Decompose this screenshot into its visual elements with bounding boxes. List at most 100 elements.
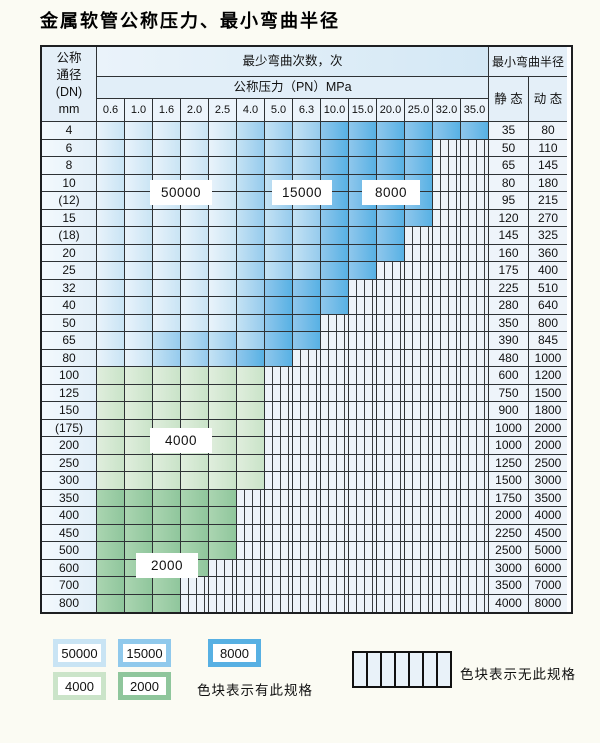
cycle-zone-cell [349, 227, 377, 245]
cycle-zone-cell [377, 209, 405, 227]
no-spec-cell [265, 594, 293, 612]
cycle-zone-cell [321, 244, 349, 262]
cycle-zone-cell [97, 454, 125, 472]
cycle-zone-cell [265, 227, 293, 245]
cycle-zone-cell [97, 367, 125, 385]
cycle-zone-cell [433, 122, 461, 140]
no-spec-cell [321, 594, 349, 612]
cycle-zone-cell [461, 122, 489, 140]
dynamic-radius-value: 270 [529, 209, 567, 227]
dynamic-radius-value: 845 [529, 332, 567, 350]
cycle-zone-cell [321, 279, 349, 297]
no-spec-cell [433, 402, 461, 420]
row-dn-label: 8 [42, 157, 97, 175]
dynamic-radius-value: 8000 [529, 594, 567, 612]
row-dn-label: 500 [42, 542, 97, 560]
no-spec-cell [321, 524, 349, 542]
cycle-zone-cell [181, 384, 209, 402]
static-radius-value: 1000 [489, 437, 529, 455]
no-spec-cell [405, 367, 433, 385]
cycle-zone-cell [237, 402, 265, 420]
row-dn-label: 700 [42, 577, 97, 595]
cycle-zone-cell [97, 332, 125, 350]
no-spec-cell [321, 349, 349, 367]
no-spec-cell [377, 559, 405, 577]
cycle-zone-cell [181, 227, 209, 245]
cycle-zone-cell [125, 472, 153, 490]
no-spec-cell [433, 349, 461, 367]
pressure-header: 35.0 [461, 99, 489, 122]
cycle-zone-cell [321, 157, 349, 175]
no-spec-cell [405, 314, 433, 332]
no-spec-cell [405, 594, 433, 612]
no-spec-cell [377, 367, 405, 385]
row-dn-label: 250 [42, 454, 97, 472]
static-radius-value: 1000 [489, 419, 529, 437]
no-spec-cell [405, 297, 433, 315]
no-spec-cell [349, 314, 377, 332]
min-cycles-header: 最少弯曲次数，次 [97, 47, 489, 77]
no-spec-cell [349, 349, 377, 367]
no-spec-cell [433, 227, 461, 245]
cycle-zone-cell [97, 402, 125, 420]
cycle-zone-cell [265, 157, 293, 175]
cycle-zone-cell [97, 349, 125, 367]
no-spec-cell [265, 577, 293, 595]
cycle-zone-cell [97, 279, 125, 297]
legend-swatch-15000: 15000 [118, 639, 171, 667]
cycle-zone-cell [125, 437, 153, 455]
static-radius-value: 35 [489, 122, 529, 140]
dynamic-radius-value: 400 [529, 262, 567, 280]
cycle-zone-cell [153, 472, 181, 490]
dynamic-radius-value: 4500 [529, 524, 567, 542]
no-spec-cell [265, 507, 293, 525]
no-spec-cell [321, 314, 349, 332]
cycle-zone-cell [125, 454, 153, 472]
cycle-zone-cell [181, 489, 209, 507]
no-spec-cell [461, 227, 489, 245]
no-spec-cell [293, 402, 321, 420]
no-spec-cell [349, 279, 377, 297]
no-spec-cell [433, 209, 461, 227]
no-spec-cell [405, 559, 433, 577]
row-dn-label: 20 [42, 244, 97, 262]
no-spec-cell [293, 489, 321, 507]
cycle-zone-cell [97, 489, 125, 507]
no-spec-cell [265, 384, 293, 402]
no-spec-cell [461, 279, 489, 297]
dynamic-radius-value: 2000 [529, 419, 567, 437]
cycle-zone-cell [237, 279, 265, 297]
no-spec-cell [293, 419, 321, 437]
no-spec-cell [461, 349, 489, 367]
row-dn-label: 100 [42, 367, 97, 385]
no-spec-cell [461, 262, 489, 280]
cycle-zone-cell [321, 209, 349, 227]
cycle-zone-cell [237, 419, 265, 437]
cycle-zone-cell [209, 279, 237, 297]
cycle-zone-cell [125, 594, 153, 612]
cycle-zone-cell [209, 157, 237, 175]
no-spec-cell [433, 472, 461, 490]
no-spec-cell [349, 402, 377, 420]
no-spec-cell [433, 279, 461, 297]
no-spec-cell [209, 559, 237, 577]
cycle-zone-cell [125, 332, 153, 350]
pressure-header: 32.0 [433, 99, 461, 122]
dynamic-radius-value: 6000 [529, 559, 567, 577]
cycle-zone-cell [125, 174, 153, 192]
dynamic-radius-value: 2500 [529, 454, 567, 472]
no-spec-cell [321, 472, 349, 490]
no-spec-cell [461, 524, 489, 542]
cycle-zone-cell [125, 367, 153, 385]
no-spec-cell [461, 577, 489, 595]
row-dn-label: 65 [42, 332, 97, 350]
cycle-zone-cell [125, 157, 153, 175]
cycle-zone-cell [97, 209, 125, 227]
no-spec-cell [405, 332, 433, 350]
no-spec-cell [377, 419, 405, 437]
cycle-zone-cell [97, 577, 125, 595]
dynamic-radius-value: 1800 [529, 402, 567, 420]
cycle-zone-cell [293, 332, 321, 350]
static-radius-value: 480 [489, 349, 529, 367]
cycle-zone-cell [209, 419, 237, 437]
